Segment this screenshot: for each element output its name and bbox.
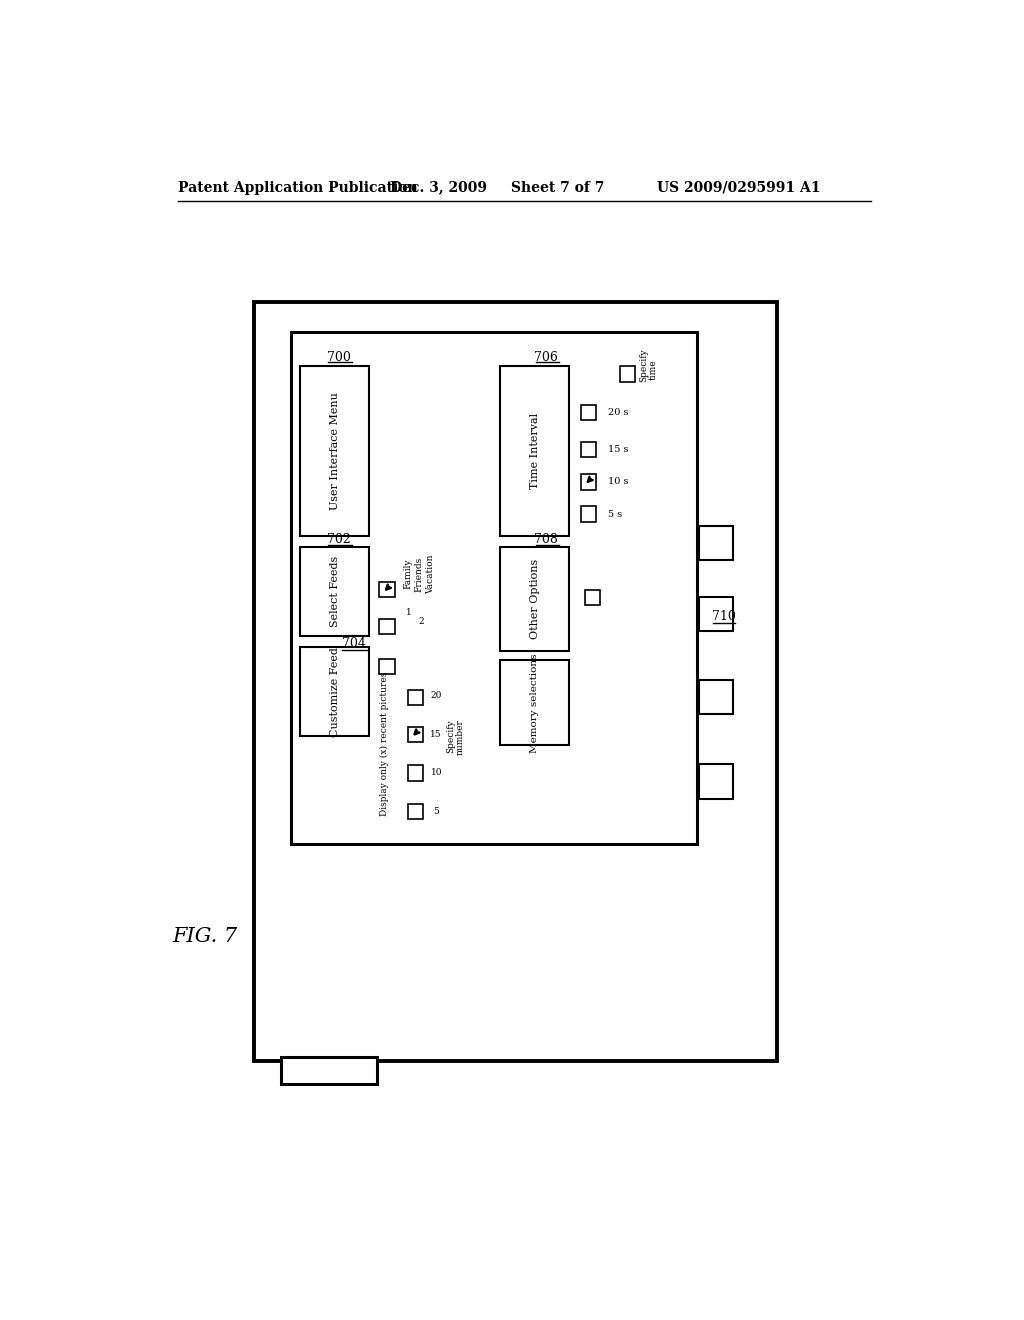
Text: 708: 708: [535, 533, 558, 546]
Text: Specify: Specify: [446, 719, 456, 752]
Text: 10 s: 10 s: [608, 478, 629, 486]
Text: Time Interval: Time Interval: [529, 413, 540, 490]
Bar: [300, 647, 370, 737]
Bar: [254, 302, 777, 1061]
Bar: [581, 474, 596, 490]
Bar: [620, 367, 635, 381]
Text: 15 s: 15 s: [608, 445, 629, 454]
Text: Display only (x) recent pictures: Display only (x) recent pictures: [380, 672, 389, 816]
Text: 702: 702: [327, 533, 350, 546]
Bar: [698, 764, 733, 799]
Bar: [379, 659, 394, 675]
Bar: [408, 804, 423, 818]
Bar: [379, 582, 394, 598]
Bar: [379, 619, 394, 635]
Bar: [500, 367, 569, 536]
Bar: [291, 331, 697, 843]
Bar: [581, 507, 596, 521]
Text: 710: 710: [712, 610, 735, 623]
Text: User Interface Menu: User Interface Menu: [330, 392, 340, 510]
Bar: [408, 766, 423, 780]
Bar: [500, 660, 569, 744]
Text: Customize Feed: Customize Feed: [330, 647, 340, 737]
Text: Family: Family: [403, 558, 413, 590]
Bar: [581, 405, 596, 420]
Text: Patent Application Publication: Patent Application Publication: [178, 181, 418, 194]
Text: FIG. 7: FIG. 7: [173, 927, 238, 945]
Text: 10: 10: [430, 768, 442, 777]
Text: Select Feeds: Select Feeds: [330, 556, 340, 627]
Text: Memory selections: Memory selections: [530, 653, 540, 752]
Text: Other Options: Other Options: [529, 560, 540, 639]
Text: 5 s: 5 s: [608, 510, 623, 519]
Text: time: time: [649, 360, 657, 380]
Bar: [698, 680, 733, 714]
Bar: [698, 597, 733, 631]
Text: Vacation: Vacation: [426, 554, 435, 594]
Bar: [698, 525, 733, 561]
Text: 1: 1: [407, 609, 413, 618]
Bar: [581, 442, 596, 457]
Bar: [408, 726, 423, 742]
Bar: [585, 590, 600, 605]
Text: Sheet 7 of 7: Sheet 7 of 7: [511, 181, 604, 194]
Polygon shape: [587, 591, 598, 603]
Bar: [300, 548, 370, 636]
Text: 20: 20: [430, 692, 442, 701]
Bar: [408, 690, 423, 705]
Text: 5: 5: [433, 807, 439, 816]
Text: number: number: [456, 719, 465, 755]
Bar: [300, 367, 370, 536]
Text: Dec. 3, 2009: Dec. 3, 2009: [390, 181, 487, 194]
Text: 700: 700: [327, 351, 350, 363]
Text: US 2009/0295991 A1: US 2009/0295991 A1: [657, 181, 820, 194]
Text: Friends: Friends: [415, 557, 424, 591]
Text: 15: 15: [430, 730, 442, 739]
Bar: [281, 1057, 377, 1084]
Text: Specify: Specify: [640, 348, 648, 381]
Text: 704: 704: [342, 638, 366, 649]
Text: 706: 706: [535, 351, 558, 363]
Text: 2: 2: [418, 618, 424, 627]
Bar: [500, 548, 569, 651]
Text: 20 s: 20 s: [608, 408, 629, 417]
